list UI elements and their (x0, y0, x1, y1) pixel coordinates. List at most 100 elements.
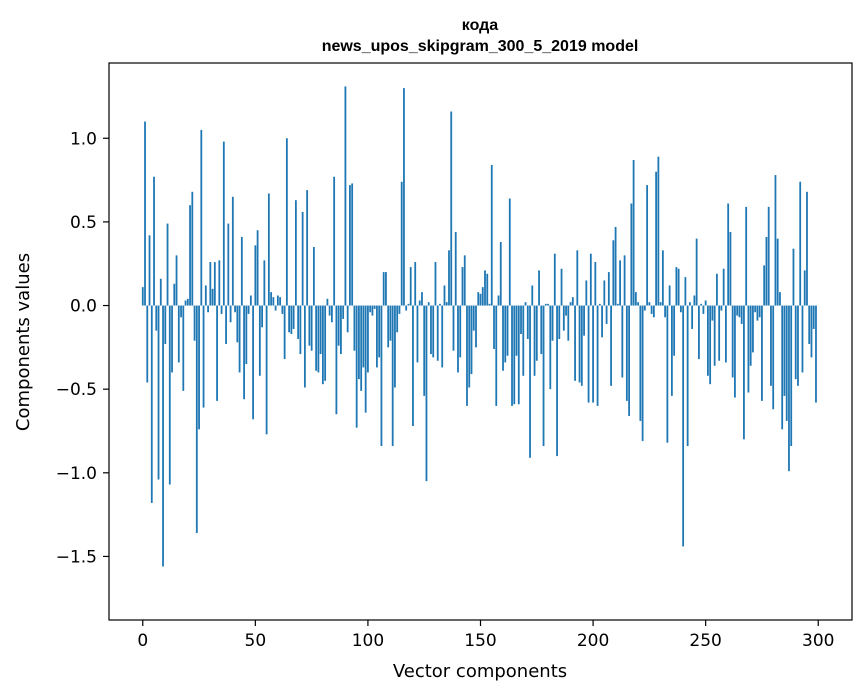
bar-248 (700, 303, 703, 306)
chart-title-line1: кода (462, 17, 499, 34)
bar-54 (263, 260, 266, 306)
bar-233 (666, 305, 669, 443)
bar-214 (623, 255, 626, 306)
bar-293 (801, 305, 804, 373)
bar-145 (468, 305, 471, 388)
bar-235 (670, 305, 673, 396)
bar-7 (157, 305, 160, 480)
bar-42 (236, 305, 239, 343)
bar-31 (211, 288, 214, 306)
bar-209 (612, 240, 615, 306)
bar-134 (443, 285, 446, 306)
bar-245 (693, 295, 696, 306)
bar-278 (767, 206, 770, 306)
bar-116 (403, 88, 405, 306)
bar-208 (610, 305, 612, 386)
bar-66 (290, 305, 293, 334)
y-tick-label: −0.5 (56, 380, 97, 400)
bar-139 (454, 231, 457, 306)
bar-179 (544, 303, 547, 306)
bar-269 (747, 305, 750, 393)
bar-21 (189, 205, 191, 306)
bar-174 (533, 305, 536, 376)
bar-254 (713, 305, 716, 366)
bar-0 (141, 287, 144, 306)
bar-175 (535, 305, 538, 361)
bar-63 (283, 305, 286, 360)
bar-27 (202, 305, 205, 408)
bar-41 (234, 305, 236, 313)
bar-12 (168, 305, 171, 485)
bar-9 (162, 305, 164, 567)
bar-133 (441, 305, 444, 368)
bar-136 (448, 250, 450, 306)
bar-167 (517, 305, 520, 405)
bar-99 (364, 305, 367, 413)
x-tick-label: 300 (802, 631, 834, 651)
bar-204 (601, 305, 603, 338)
bar-232 (664, 305, 667, 318)
bar-121 (414, 262, 417, 306)
bar-296 (808, 305, 811, 345)
bar-231 (661, 250, 664, 306)
bar-211 (616, 303, 619, 306)
bar-137 (450, 111, 453, 306)
bar-111 (391, 305, 394, 447)
bar-197 (585, 280, 588, 306)
bar-29 (207, 305, 209, 313)
x-tick-label: 100 (352, 631, 384, 651)
bar-229 (657, 156, 660, 306)
bar-284 (781, 305, 784, 430)
bar-110 (389, 305, 392, 341)
bar-169 (522, 305, 525, 376)
bar-294 (803, 270, 806, 306)
bar-159 (499, 241, 502, 306)
bar-234 (668, 285, 671, 306)
bar-130 (434, 262, 437, 306)
bar-274 (758, 305, 761, 318)
bar-49 (252, 305, 254, 420)
bar-125 (423, 305, 426, 396)
bar-26 (200, 129, 203, 306)
bar-112 (394, 305, 396, 388)
bar-290 (794, 305, 797, 380)
bar-199 (589, 253, 592, 306)
bar-91 (346, 305, 349, 333)
bar-249 (702, 305, 705, 314)
bar-187 (562, 305, 565, 331)
bar-74 (308, 305, 311, 346)
bar-135 (445, 302, 448, 306)
bar-142 (461, 267, 464, 306)
bar-260 (727, 203, 730, 306)
bar-238 (677, 268, 680, 306)
bar-52 (258, 305, 261, 376)
bar-126 (425, 305, 428, 482)
bar-264 (736, 305, 739, 316)
bar-217 (630, 203, 633, 306)
bar-203 (598, 303, 601, 306)
bar-2 (146, 305, 149, 383)
bar-162 (506, 305, 509, 356)
bar-192 (574, 305, 576, 381)
bar-196 (583, 305, 585, 336)
bar-28 (204, 285, 207, 306)
bar-198 (587, 305, 590, 403)
bar-138 (452, 305, 455, 351)
bar-93 (351, 183, 354, 306)
bar-288 (790, 305, 793, 447)
bar-170 (524, 302, 527, 306)
bar-30 (209, 262, 212, 306)
bar-240 (682, 305, 685, 547)
bar-243 (688, 302, 691, 306)
bar-48 (249, 295, 252, 306)
bar-5 (153, 176, 155, 306)
bar-109 (387, 305, 390, 348)
bar-18 (182, 305, 185, 391)
bar-140 (457, 305, 459, 373)
bar-64 (285, 138, 288, 306)
y-axis-label: Components values (13, 253, 34, 431)
y-tick-label: −1.0 (56, 464, 97, 484)
bar-76 (312, 246, 315, 306)
bar-255 (716, 273, 718, 306)
bar-266 (740, 305, 743, 324)
